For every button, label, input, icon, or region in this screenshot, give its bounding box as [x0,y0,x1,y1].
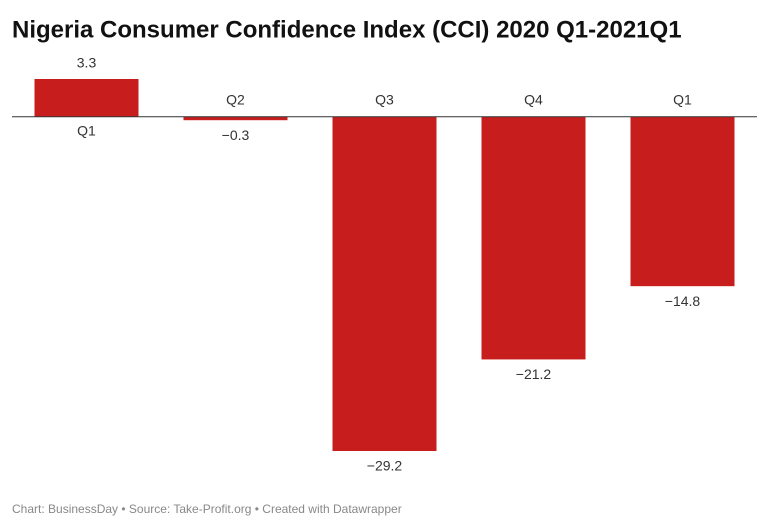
value-label: −14.8 [665,293,701,309]
bar [183,116,288,121]
value-label: −0.3 [222,127,250,143]
caption: Chart: BusinessDay • Source: Take-Profit… [12,502,402,516]
bar [481,116,586,360]
x-tick-label: Q4 [524,91,543,107]
chart-title: Nigeria Consumer Confidence Index (CCI) … [12,16,682,43]
x-tick-label: Q2 [226,91,245,107]
x-tick-label: Q1 [77,122,96,138]
value-label: −29.2 [367,458,403,474]
bar [332,116,437,451]
bar [630,116,735,287]
x-tick-label: Q1 [673,91,692,107]
value-label: −21.2 [516,366,552,382]
value-label: 3.3 [77,55,97,71]
bar [34,79,139,117]
x-tick-label: Q3 [375,91,394,107]
